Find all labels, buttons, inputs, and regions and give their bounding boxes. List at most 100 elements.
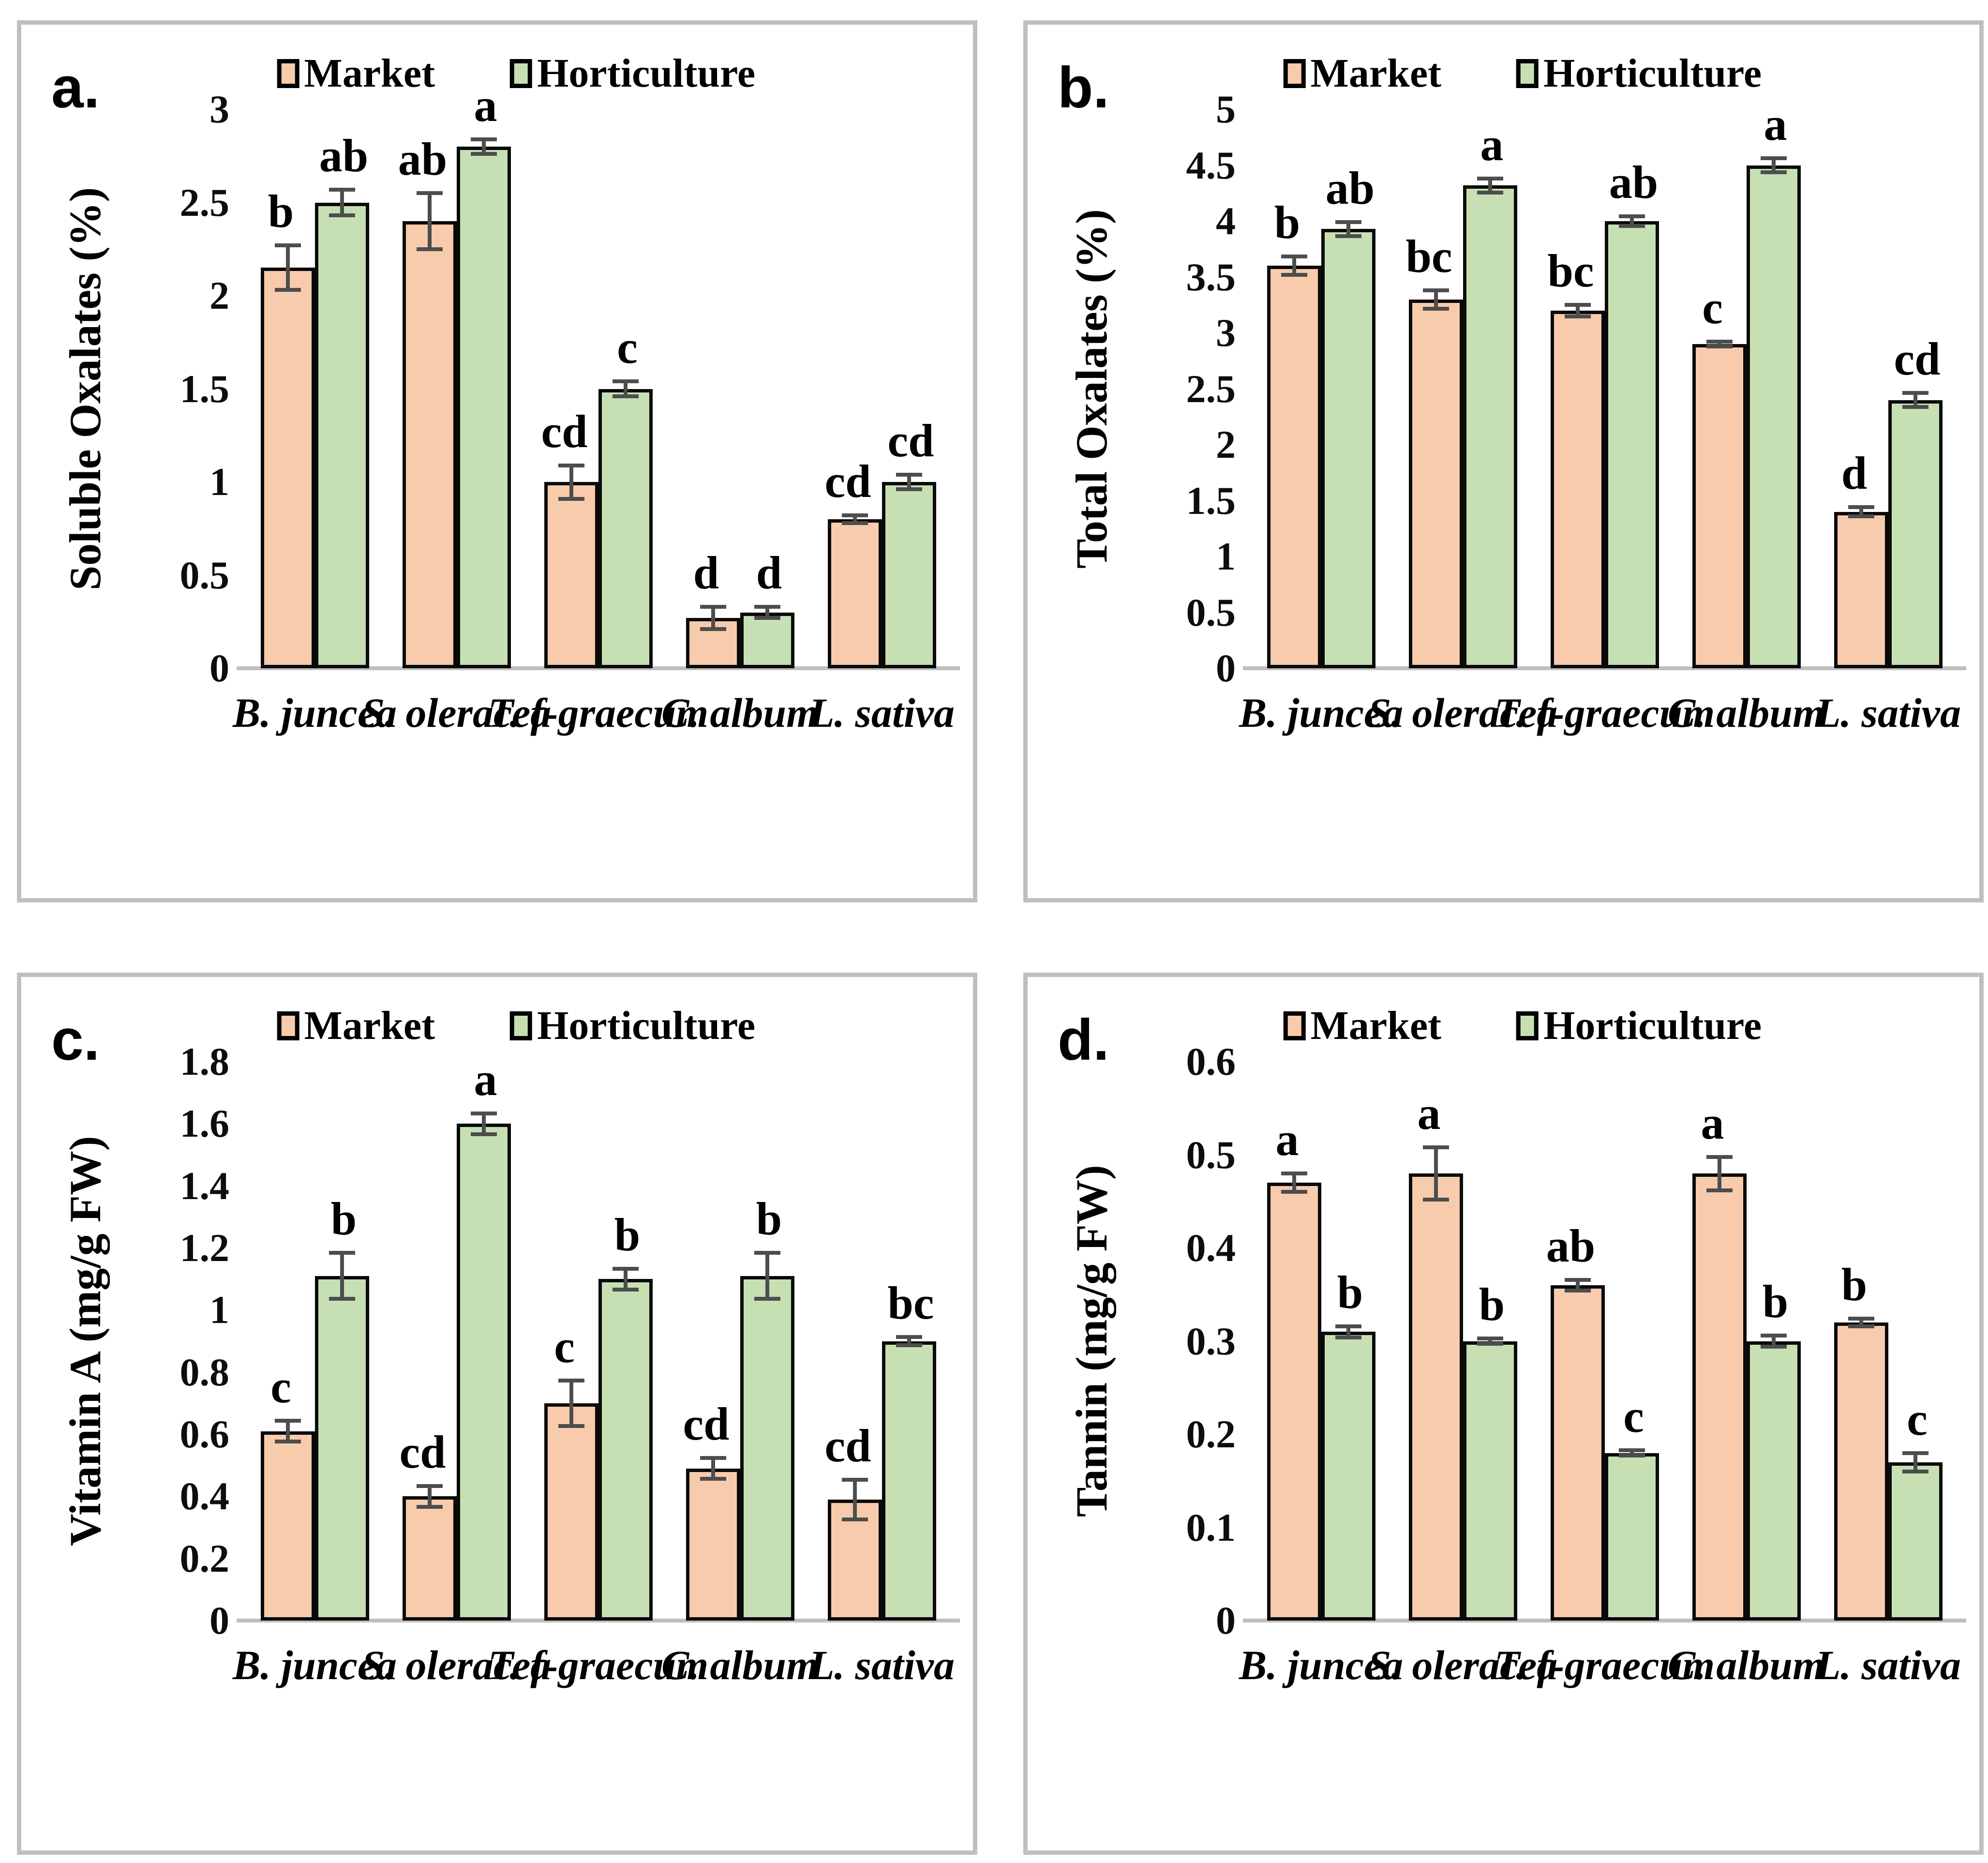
error-bar-cap-top xyxy=(841,513,868,518)
error-bar-market-s-oleracea xyxy=(1422,288,1449,311)
error-bar-cap-bottom xyxy=(700,627,726,631)
x-tick-label-t-f-graecum: T. f-graecum xyxy=(1494,690,1715,736)
error-bar-cap-top xyxy=(896,472,922,477)
bar-horticulture-l-sativa xyxy=(1888,400,1943,668)
y-tick-label: 2.5 xyxy=(179,180,230,225)
x-tick-label-s-oleracea: S. oleracea xyxy=(1368,1642,1558,1688)
bar-market-t-f-graecum xyxy=(1550,1285,1605,1621)
error-bar-cap-top xyxy=(1281,255,1307,259)
sig-letter-market-t-f-graecum: cd xyxy=(541,405,588,457)
bar-market-s-oleracea xyxy=(1408,299,1463,668)
error-bar-horticulture-b-juncea xyxy=(1335,1324,1361,1339)
error-bar-market-t-f-graecum xyxy=(1564,302,1591,318)
bar-horticulture-s-oleracea xyxy=(456,1124,511,1621)
error-bar-market-c-album xyxy=(700,1456,726,1481)
panel-d: d. Market Horticulture Tannin (mg/g FW) 0.6 0… xyxy=(1023,973,1984,1855)
error-bar-line xyxy=(623,379,628,398)
sig-letter-market-s-oleracea: bc xyxy=(1405,230,1452,282)
legend-swatch-market-icon xyxy=(1283,1011,1306,1040)
sig-letter-market-c-album: cd xyxy=(683,1397,730,1450)
panel-label-d: d. xyxy=(1058,1007,1109,1072)
error-bar-cap-bottom xyxy=(558,1424,584,1428)
sig-letter-horticulture-l-sativa: c xyxy=(1907,1393,1928,1445)
bar-market-c-album xyxy=(686,1468,740,1621)
sig-letter-horticulture-b-juncea: b xyxy=(1337,1266,1363,1318)
y-tick-label: 1 xyxy=(209,460,229,504)
sig-letter-market-t-f-graecum: c xyxy=(554,1320,575,1372)
error-bar-cap-bottom xyxy=(1760,1344,1787,1349)
error-bar-cap-bottom xyxy=(1760,170,1787,174)
sig-letter-market-c-album: d xyxy=(693,547,719,599)
y-tick-label: 1.8 xyxy=(179,1039,230,1083)
bar-horticulture-t-f-graecum xyxy=(1604,221,1659,668)
error-bar-horticulture-c-album xyxy=(754,1251,780,1301)
error-bar-cap-top xyxy=(1477,176,1503,180)
legend-label-horticulture: Horticulture xyxy=(537,1003,756,1048)
error-bar-cap-top xyxy=(1335,220,1361,224)
error-bar-line xyxy=(1488,176,1492,195)
error-bar-line xyxy=(285,243,290,292)
error-bar-line xyxy=(1434,1145,1438,1202)
sig-letter-horticulture-c-album: a xyxy=(1764,98,1787,150)
legend-item-market: Market xyxy=(1283,1002,1441,1049)
error-bar-cap-bottom xyxy=(274,288,301,292)
legend-label-horticulture: Horticulture xyxy=(537,51,756,96)
error-bar-cap-bottom xyxy=(754,616,780,620)
sig-letter-horticulture-t-f-graecum: b xyxy=(614,1208,641,1261)
error-bar-cap-top xyxy=(274,243,301,248)
legend-swatch-market-icon xyxy=(277,1011,299,1040)
error-bar-horticulture-c-album xyxy=(754,605,780,620)
y-tick-label: 0 xyxy=(209,1598,229,1642)
legend-swatch-horticulture-icon xyxy=(510,1011,533,1040)
y-tick-label: 1.5 xyxy=(1186,478,1236,523)
error-bar-line xyxy=(1292,255,1296,277)
x-tick-label-s-oleracea: S. oleracea xyxy=(1368,690,1558,736)
error-bar-cap-bottom xyxy=(416,247,443,251)
sig-letter-horticulture-l-sativa: cd xyxy=(887,414,934,466)
error-bar-line xyxy=(427,191,432,251)
y-tick-label: 4 xyxy=(1216,199,1236,243)
bar-market-s-oleracea xyxy=(402,221,457,668)
error-bar-cap-top xyxy=(1422,288,1449,292)
sig-letter-horticulture-c-album: b xyxy=(756,1193,782,1245)
panel-label-b: b. xyxy=(1058,55,1109,120)
y-tick-label: 1.2 xyxy=(179,1226,230,1270)
error-bar-cap-top xyxy=(1706,339,1733,344)
error-bar-line xyxy=(907,1335,911,1348)
sig-letter-horticulture-t-f-graecum: ab xyxy=(1609,156,1659,209)
error-bar-cap-bottom xyxy=(1335,1335,1361,1339)
error-bar-horticulture-t-f-graecum xyxy=(612,1266,639,1292)
bar-market-s-oleracea xyxy=(1408,1173,1463,1621)
x-tick-label-b-juncea: B. juncea xyxy=(1239,690,1404,736)
error-bar-cap-bottom xyxy=(470,1132,497,1136)
error-bar-line xyxy=(427,1484,432,1509)
error-bar-cap-bottom xyxy=(1902,405,1928,409)
y-tick-label: 1.4 xyxy=(179,1163,230,1208)
sig-letter-horticulture-b-juncea: b xyxy=(330,1193,357,1245)
bar-horticulture-l-sativa xyxy=(882,482,936,668)
error-bar-horticulture-t-f-graecum xyxy=(1618,214,1645,228)
error-bar-line xyxy=(340,187,344,218)
y-tick-label: 3 xyxy=(209,87,229,131)
error-bar-market-s-oleracea xyxy=(416,191,443,251)
error-bar-cap-top xyxy=(700,1456,726,1460)
error-bar-horticulture-b-juncea xyxy=(329,1251,355,1301)
error-bar-line xyxy=(1717,1155,1721,1192)
error-bar-cap-top xyxy=(1902,391,1928,395)
sig-letter-market-l-sativa: cd xyxy=(824,455,871,508)
sig-letter-horticulture-s-oleracea: a xyxy=(474,79,497,131)
x-tick-label-s-oleracea: S. oleracea xyxy=(361,690,552,736)
y-tick-label: 2.5 xyxy=(1186,366,1236,411)
x-tick-label-c-album: C. album xyxy=(661,690,819,736)
y-tick-label: 1 xyxy=(209,1288,229,1332)
bar-horticulture-c-album xyxy=(1746,1341,1801,1621)
x-tick-label-s-oleracea: S. oleracea xyxy=(361,1642,552,1688)
error-bar-line xyxy=(1913,391,1917,409)
error-bar-cap-bottom xyxy=(612,394,639,398)
error-bar-cap-top xyxy=(700,605,726,609)
y-tick-label: 1.5 xyxy=(179,366,230,411)
y-tick-label: 0.5 xyxy=(179,553,230,597)
panel-b: b. Market Horticulture Total Oxalates (%) 5 4… xyxy=(1023,20,1984,902)
error-bar-cap-top xyxy=(558,463,584,467)
